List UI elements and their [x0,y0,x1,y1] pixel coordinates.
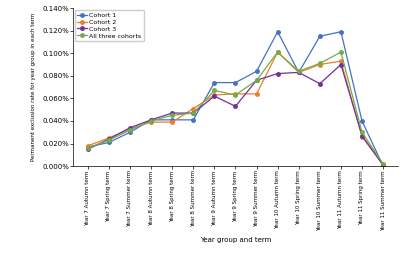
Cohort 3 [190,111,195,115]
Cohort 1 [127,131,132,134]
Cohort 2 [127,127,132,131]
X-axis label: Year group and term: Year group and term [199,236,271,243]
All three cohorts [380,162,385,166]
Cohort 3 [127,126,132,129]
Y-axis label: Permanent exclusion rate for year group in each term: Permanent exclusion rate for year group … [32,13,36,161]
Cohort 1 [317,35,322,38]
All three cohorts [127,128,132,132]
Cohort 2 [275,50,279,54]
Line: Cohort 2: Cohort 2 [86,50,384,167]
Cohort 3 [359,134,364,137]
Cohort 3 [85,148,90,151]
Cohort 1 [169,118,174,121]
Cohort 1 [85,145,90,148]
All three cohorts [359,131,364,134]
All three cohorts [106,139,111,142]
Cohort 3 [317,82,322,85]
Legend: Cohort 1, Cohort 2, Cohort 3, All three cohorts: Cohort 1, Cohort 2, Cohort 3, All three … [75,10,144,41]
Cohort 3 [296,71,301,74]
All three cohorts [232,94,237,97]
All three cohorts [254,79,258,82]
Cohort 2 [338,59,343,63]
Cohort 2 [190,107,195,110]
Cohort 3 [338,63,343,66]
Cohort 2 [296,71,301,74]
Cohort 2 [106,136,111,140]
Cohort 2 [254,92,258,95]
Cohort 2 [317,63,322,66]
All three cohorts [296,70,301,73]
Cohort 1 [106,141,111,144]
Cohort 1 [380,165,385,168]
Cohort 2 [148,121,153,124]
Cohort 2 [359,135,364,138]
Cohort 2 [169,121,174,124]
Cohort 3 [211,95,216,98]
Cohort 1 [254,70,258,73]
Cohort 1 [296,71,301,74]
Cohort 2 [380,163,385,167]
Cohort 2 [211,94,216,97]
Cohort 1 [338,30,343,34]
Line: Cohort 3: Cohort 3 [86,63,384,167]
All three cohorts [85,147,90,150]
Cohort 1 [190,118,195,121]
Cohort 1 [359,119,364,122]
Cohort 1 [232,81,237,84]
All three cohorts [169,114,174,117]
Cohort 1 [211,81,216,84]
Cohort 3 [169,111,174,115]
Line: Cohort 1: Cohort 1 [86,30,384,168]
Line: All three cohorts: All three cohorts [86,50,384,166]
All three cohorts [148,119,153,122]
Cohort 3 [106,137,111,141]
All three cohorts [317,62,322,65]
Cohort 1 [275,30,279,34]
Cohort 3 [254,79,258,82]
Cohort 2 [232,92,237,95]
Cohort 3 [232,105,237,108]
All three cohorts [190,111,195,115]
Cohort 2 [85,144,90,147]
All three cohorts [338,50,343,54]
All three cohorts [275,50,279,54]
All three cohorts [211,89,216,92]
Cohort 1 [148,118,153,121]
Cohort 3 [380,163,385,167]
Cohort 3 [148,118,153,121]
Cohort 3 [275,72,279,75]
